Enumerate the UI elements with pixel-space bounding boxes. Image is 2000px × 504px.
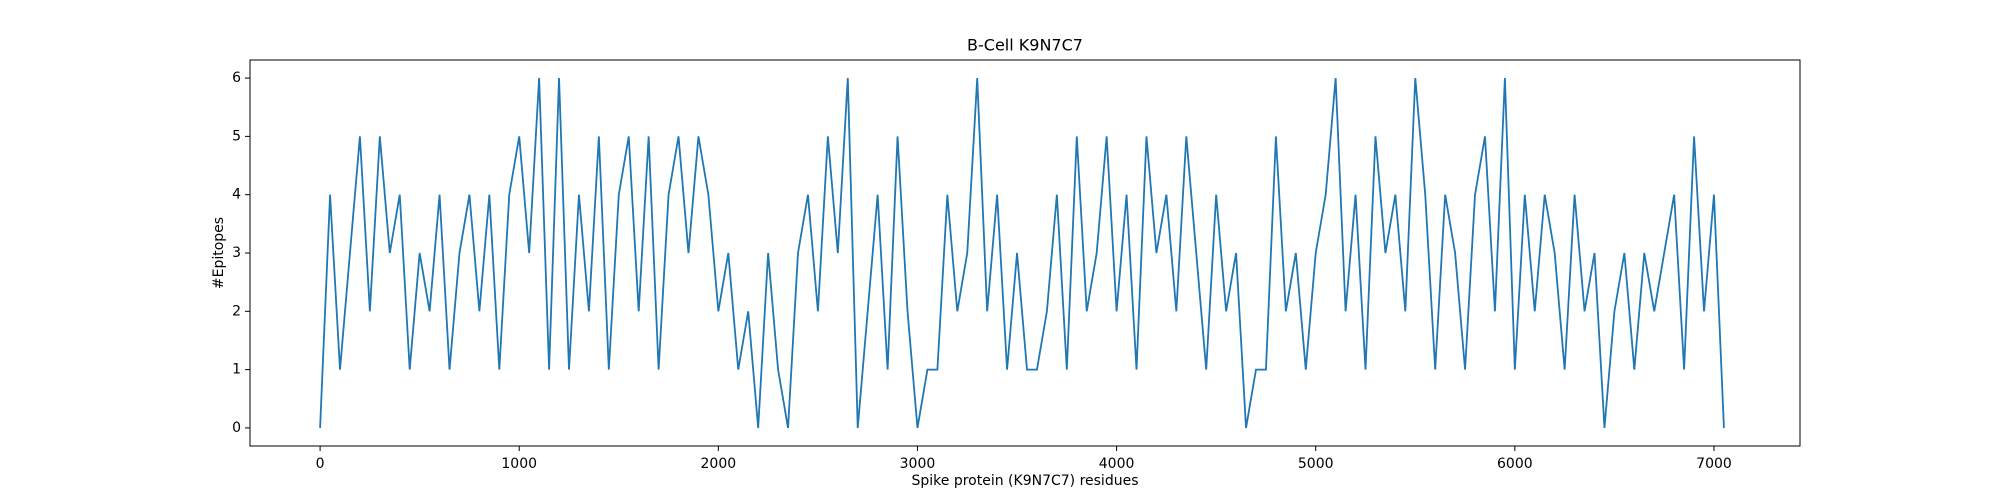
y-tick-label: 6: [232, 70, 241, 86]
y-tick-label: 5: [232, 128, 241, 144]
x-tick-label: 7000: [1696, 456, 1732, 472]
x-axis-label: Spike protein (K9N7C7) residues: [912, 473, 1139, 489]
y-tick-label: 3: [232, 245, 241, 261]
x-tick-label: 4000: [1099, 456, 1135, 472]
y-tick-label: 4: [232, 187, 241, 203]
chart-title: B-Cell K9N7C7: [967, 36, 1083, 55]
x-tick-label: 3000: [900, 456, 936, 472]
plot-frame: [249, 59, 1801, 447]
x-tick-label: 0: [316, 456, 325, 472]
x-tick-label: 2000: [701, 456, 737, 472]
x-tick-label: 5000: [1298, 456, 1334, 472]
x-tick-label: 1000: [501, 456, 537, 472]
y-tick-label: 1: [232, 362, 241, 378]
y-tick-label: 0: [232, 420, 241, 436]
y-tick-label: 2: [232, 303, 241, 319]
y-axis-label: #Epitopes: [211, 217, 227, 289]
x-tick-label: 6000: [1497, 456, 1533, 472]
data-line: [319, 77, 1725, 429]
